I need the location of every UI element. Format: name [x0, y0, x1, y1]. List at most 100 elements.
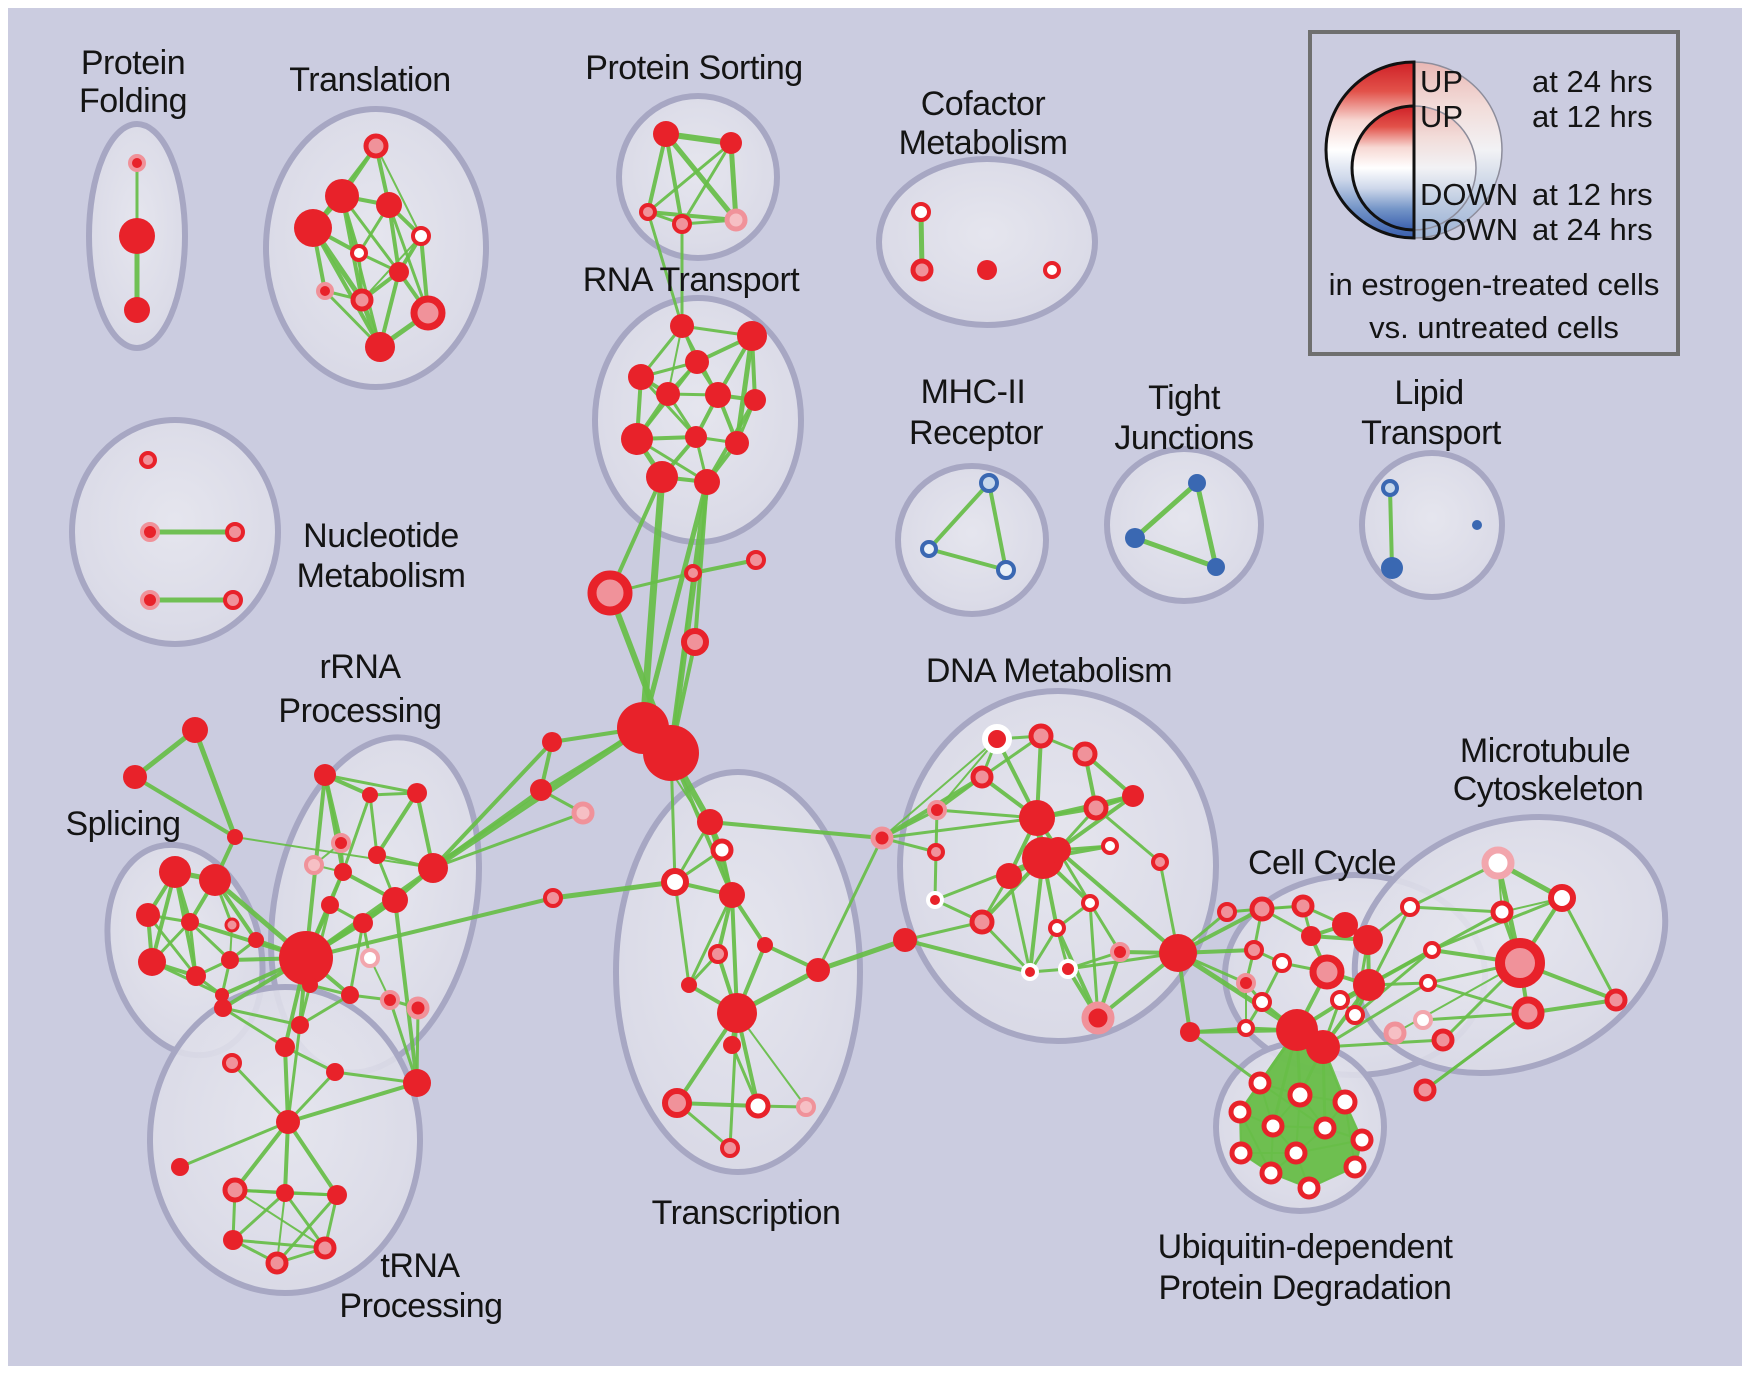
edge: [646, 132, 668, 214]
node-128: [927, 843, 945, 861]
node-161: [1419, 974, 1437, 992]
edge: [670, 572, 694, 754]
edge: [1132, 535, 1219, 570]
node-40: [643, 725, 699, 781]
node-96: [222, 1177, 248, 1203]
node-168: [1511, 996, 1545, 1030]
node-163: [1383, 1021, 1407, 1045]
node-47: [1188, 474, 1206, 492]
edge: [1423, 1011, 1530, 1092]
node-85: [341, 986, 359, 1004]
node-55: [225, 522, 245, 542]
node-61: [159, 856, 191, 888]
node-142: [1291, 894, 1315, 918]
cluster-label-21: Cytoskeleton: [1453, 770, 1644, 808]
edge: [1321, 1038, 1445, 1049]
node-180: [1284, 1141, 1308, 1165]
node-108: [708, 944, 728, 964]
node-84: [302, 977, 318, 993]
node-154: [1345, 1005, 1365, 1025]
edge: [728, 1011, 739, 1150]
edge: [375, 791, 419, 857]
cluster-ellipse-mhc-ii-receptor: [895, 463, 1049, 617]
node-29: [744, 389, 766, 411]
edge: [1094, 806, 1162, 864]
node-133: [1081, 894, 1099, 912]
node-111: [723, 1036, 741, 1054]
edge: [903, 938, 1032, 974]
cluster-ellipse-rna-transport: [592, 295, 804, 545]
node-83: [360, 948, 380, 968]
edge: [646, 141, 733, 214]
node-37: [746, 550, 766, 570]
edge: [816, 836, 884, 972]
edge: [1175, 950, 1300, 1033]
node-148: [1272, 953, 1292, 973]
node-7: [411, 226, 431, 246]
node-9: [389, 262, 409, 282]
node-101: [265, 1251, 289, 1275]
node-82: [353, 913, 373, 933]
node-78: [368, 846, 386, 864]
node-88: [291, 1016, 309, 1034]
node-149: [1236, 973, 1256, 993]
node-21: [977, 260, 997, 280]
cluster-label-15: rRNA: [319, 648, 401, 686]
edge: [375, 145, 422, 237]
node-38: [681, 628, 709, 656]
legend-direction-3: DOWN: [1420, 212, 1518, 247]
node-36: [684, 564, 702, 582]
node-46: [996, 560, 1016, 580]
node-75: [331, 833, 351, 853]
edge: [431, 811, 585, 870]
cluster-label-24: Processing: [339, 1287, 502, 1325]
edge: [286, 1081, 419, 1124]
node-95: [171, 1158, 189, 1176]
node-52: [1472, 520, 1482, 530]
edge: [231, 1191, 287, 1242]
cluster-label-18: DNA Metabolism: [926, 652, 1172, 690]
node-13: [365, 332, 395, 362]
cluster-label-6: RNA Transport: [583, 261, 801, 299]
node-4: [325, 179, 359, 213]
edge: [298, 993, 352, 1027]
edge: [286, 1023, 302, 1124]
cluster-label-2: Translation: [289, 61, 450, 99]
node-166: [1490, 900, 1514, 924]
node-77: [334, 863, 352, 881]
node-2: [124, 297, 150, 323]
node-26: [628, 364, 654, 390]
legend-time-3: at 24 hrs: [1532, 212, 1653, 247]
node-104: [661, 868, 689, 896]
node-51: [1381, 557, 1403, 579]
node-146: [1353, 969, 1385, 1001]
cluster-label-19: Cell Cycle: [1248, 844, 1396, 882]
node-33: [646, 461, 678, 493]
node-113: [662, 1088, 692, 1118]
legend-footnote-0: in estrogen-treated cells: [1329, 267, 1660, 302]
node-67: [186, 966, 206, 986]
edge: [550, 879, 678, 901]
node-0: [128, 154, 146, 172]
node-112: [717, 993, 757, 1033]
edge: [1188, 1030, 1262, 1085]
cluster-label-17: Splicing: [65, 805, 180, 843]
node-20: [910, 258, 934, 282]
legend-footnote-1: vs. untreated cells: [1369, 310, 1619, 345]
edge: [646, 210, 684, 328]
edge: [323, 773, 419, 795]
node-179: [1229, 1141, 1253, 1165]
node-17: [672, 214, 692, 234]
node-119: [1028, 723, 1054, 749]
node-31: [685, 426, 707, 448]
legend-time-0: at 24 hrs: [1532, 64, 1653, 99]
edge: [188, 920, 232, 962]
node-150: [1252, 992, 1272, 1012]
edge: [927, 547, 1008, 572]
edge: [286, 1120, 339, 1197]
node-182: [1297, 1176, 1321, 1200]
node-127: [996, 863, 1022, 889]
edge: [680, 141, 733, 226]
edge: [431, 740, 554, 870]
node-184: [1081, 1001, 1115, 1035]
